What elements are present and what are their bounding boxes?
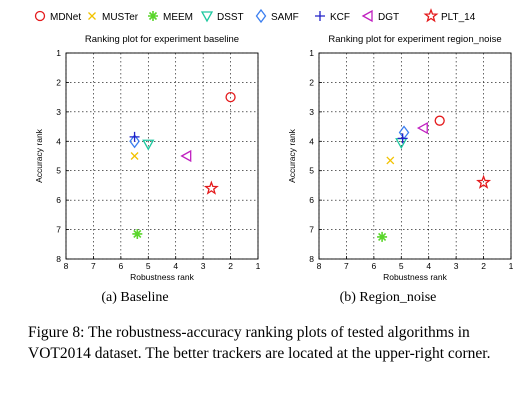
- legend-marker-meem: [148, 11, 158, 21]
- point-muster: [386, 156, 395, 165]
- x-tick-label: 6: [118, 261, 123, 271]
- x-tick-label: 8: [64, 261, 69, 271]
- chart-title: Ranking plot for experiment baseline: [85, 34, 239, 45]
- x-tick-label: 3: [201, 261, 206, 271]
- legend-label-plt-14: PLT_14: [441, 12, 476, 23]
- figure-caption: Figure 8: The robustness-accuracy rankin…: [28, 324, 491, 362]
- y-tick-label: 7: [56, 225, 61, 235]
- x-tick-label: 7: [91, 261, 96, 271]
- y-tick-label: 3: [56, 107, 61, 117]
- legend-label-samf: SAMF: [271, 12, 299, 23]
- y-tick-label: 3: [309, 107, 314, 117]
- chart-baseline: Ranking plot for experiment baseline 8 7 6 5…: [10, 28, 261, 283]
- legend-marker-muster: [88, 12, 96, 20]
- point-mdnet: [225, 91, 236, 103]
- x-tick-label: 2: [228, 261, 233, 271]
- point-plt-14: [476, 174, 492, 189]
- x-tick-label: 8: [317, 261, 322, 271]
- subcaption-b: (b) Region_noise: [339, 290, 437, 305]
- x-tick-label: 3: [454, 261, 459, 271]
- x-tick-label: 5: [146, 261, 151, 271]
- y-axis-label: Accuracy rank: [287, 128, 297, 183]
- point-dgt: [180, 149, 192, 163]
- x-tick-label: 4: [173, 261, 178, 271]
- legend-label-muster: MUSTer: [102, 12, 139, 23]
- point-dgt: [416, 121, 428, 135]
- point-plt-14: [203, 180, 219, 195]
- y-tick-label: 6: [56, 195, 61, 205]
- point-kcf: [397, 133, 408, 144]
- x-tick-label: 5: [399, 261, 404, 271]
- point-meem: [377, 231, 388, 242]
- x-axis-label: Robustness rank: [130, 272, 195, 282]
- chart-title: Ranking plot for experiment region_noise: [328, 34, 501, 45]
- point-kcf: [129, 131, 140, 142]
- plot-frame: [65, 52, 259, 260]
- y-tick-label: 4: [309, 136, 314, 146]
- point-meem: [132, 228, 143, 239]
- legend-marker-dgt: [361, 9, 373, 23]
- x-tick-label: 2: [481, 261, 486, 271]
- x-axis-label: Robustness rank: [383, 272, 448, 282]
- legend-label-meem: MEEM: [163, 12, 193, 23]
- y-tick-label: 2: [56, 77, 61, 87]
- legend-label-mdnet: MDNet: [50, 12, 81, 23]
- y-axis-label: Accuracy rank: [34, 128, 44, 183]
- legend-label-dsst: DSST: [217, 12, 244, 23]
- y-tick-label: 5: [56, 166, 61, 176]
- point-dsst: [142, 139, 155, 151]
- x-tick-label: 7: [344, 261, 349, 271]
- point-muster: [130, 152, 139, 160]
- subcaption-a: (a) Baseline: [101, 290, 169, 305]
- y-tick-label: 1: [56, 48, 61, 58]
- legend-marker-mdnet: [34, 10, 46, 22]
- y-tick-label: 2: [309, 77, 314, 87]
- legend-marker-dsst: [200, 11, 214, 23]
- legend-marker-samf: [255, 8, 267, 24]
- y-tick-label: 8: [56, 254, 61, 264]
- point-mdnet: [434, 115, 445, 126]
- y-tick-label: 6: [309, 195, 314, 205]
- x-tick-label: 1: [509, 261, 513, 271]
- legend-label-kcf: KCF: [330, 12, 350, 23]
- y-tick-label: 5: [309, 166, 314, 176]
- point-samf: [398, 125, 410, 140]
- legend-label-dgt: DGT: [378, 12, 399, 23]
- legend-marker-plt-14: [423, 8, 439, 23]
- point-samf: [129, 134, 140, 149]
- legend: MDNet MUSTer MEEM DSST SAMF KCF DGT PLT_14: [0, 0, 525, 32]
- x-tick-label: 6: [371, 261, 376, 271]
- y-tick-label: 4: [56, 136, 61, 146]
- y-tick-label: 8: [309, 254, 314, 264]
- x-tick-label: 4: [426, 261, 431, 271]
- chart-region-noise: Ranking plot for experiment region_noise…: [263, 28, 514, 283]
- y-tick-label: 7: [309, 225, 314, 235]
- y-tick-label: 1: [309, 48, 314, 58]
- plot-frame: [318, 52, 512, 260]
- legend-marker-kcf: [315, 11, 325, 21]
- x-tick-label: 1: [256, 261, 260, 271]
